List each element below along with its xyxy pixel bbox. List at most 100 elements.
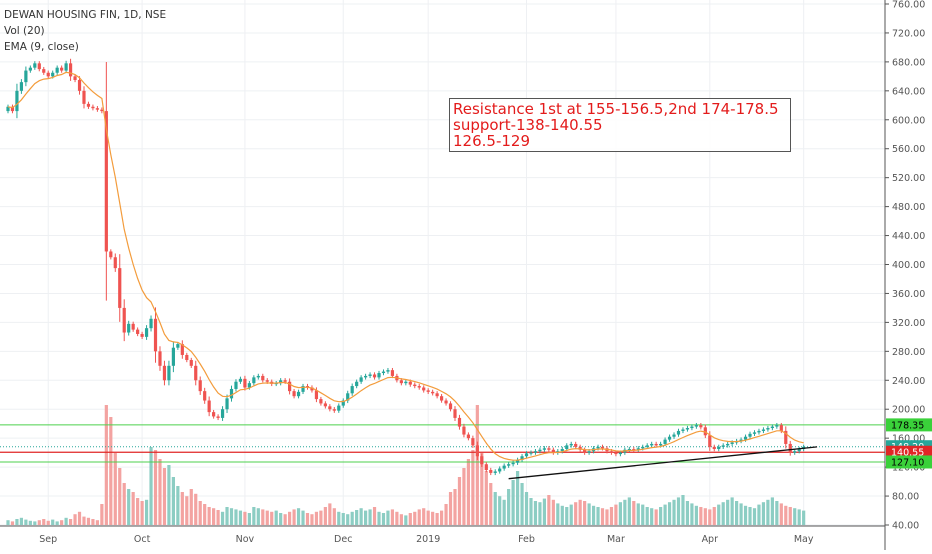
candle-body[interactable] [542,448,546,450]
candle-body[interactable] [435,393,439,397]
candle-body[interactable] [136,329,140,334]
candle-body[interactable] [721,445,725,447]
candle-body[interactable] [162,365,167,381]
candle-body[interactable] [632,449,636,451]
candle-body[interactable] [748,433,752,437]
candle-body[interactable] [712,446,716,450]
candle-body[interactable] [618,452,622,455]
candle-body[interactable] [77,79,82,91]
candle-body[interactable] [225,398,229,410]
candle-body[interactable] [176,344,180,348]
candle-body[interactable] [431,391,435,394]
candle-body[interactable] [484,464,488,471]
candle-body[interactable] [212,412,216,417]
candle-body[interactable] [578,446,582,450]
candle-body[interactable] [761,429,766,431]
candle-body[interactable] [15,90,19,112]
candle-body[interactable] [167,365,171,381]
candle-body[interactable] [448,403,453,410]
candle-body[interactable] [337,405,341,411]
candle-body[interactable] [51,72,55,77]
candle-body[interactable] [636,448,640,450]
candle-body[interactable] [779,425,783,431]
candle-body[interactable] [739,439,743,442]
candle-body[interactable] [256,375,260,378]
ema-line[interactable] [7,71,804,461]
candle-body[interactable] [690,426,694,429]
candle-body[interactable] [524,453,529,457]
candle-body[interactable] [520,456,524,460]
candle-body[interactable] [600,446,605,449]
candle-body[interactable] [797,449,801,452]
candle-body[interactable] [95,108,99,110]
candle-body[interactable] [368,374,372,376]
candle-body[interactable] [667,436,672,440]
candle-body[interactable] [654,443,658,446]
candle-body[interactable] [198,380,202,392]
candle-body[interactable] [252,377,256,384]
candle-body[interactable] [399,380,403,384]
candle-body[interactable] [207,400,211,413]
candle-body[interactable] [480,456,484,465]
candle-body[interactable] [511,462,515,465]
candle-body[interactable] [717,446,721,450]
candle-body[interactable] [341,400,345,406]
candle-body[interactable] [529,452,533,454]
candle-body[interactable] [364,375,368,378]
candle-body[interactable] [140,333,144,337]
candle-body[interactable] [355,381,359,387]
candle-body[interactable] [189,360,193,366]
candle-body[interactable] [515,459,520,463]
candle-body[interactable] [19,82,24,91]
candle-body[interactable] [471,438,475,446]
candle-body[interactable] [489,470,493,473]
trendline[interactable] [508,446,818,480]
candle-body[interactable] [413,384,417,387]
candle-body[interactable] [770,426,774,429]
candle-body[interactable] [788,443,792,453]
candle-body[interactable] [685,428,690,430]
candle-body[interactable] [292,391,296,397]
candle-body[interactable] [502,465,506,469]
volume-indicator-label[interactable]: Vol (20) [4,25,45,37]
annotation-box[interactable]: Resistance 1st at 155-156.5,2nd 174-178.… [449,98,791,152]
candle-body[interactable] [730,442,734,444]
candle-body[interactable] [279,380,283,384]
candle-body[interactable] [288,381,292,392]
candle-body[interactable] [310,387,314,391]
candle-body[interactable] [68,63,73,77]
candle-body[interactable] [122,307,126,333]
candle-body[interactable] [551,449,555,453]
candle-body[interactable] [314,390,319,400]
candle-body[interactable] [766,428,770,430]
candle-body[interactable] [645,445,649,447]
candle-body[interactable] [100,109,104,112]
candle-body[interactable] [784,430,788,444]
candle-body[interactable] [627,449,631,451]
candle-body[interactable] [328,406,332,410]
candle-body[interactable] [220,409,225,418]
candle-body[interactable] [498,468,502,472]
candle-body[interactable] [659,443,663,446]
candle-body[interactable] [386,370,390,372]
candle-body[interactable] [694,425,698,427]
candle-body[interactable] [42,69,46,73]
candle-body[interactable] [743,436,748,440]
candle-body[interactable] [60,67,64,71]
candle-body[interactable] [596,446,600,449]
candle-body[interactable] [676,430,681,435]
candle-body[interactable] [247,383,251,388]
candle-body[interactable] [86,103,91,107]
candle-body[interactable] [453,409,457,418]
candle-body[interactable] [296,391,301,397]
candle-body[interactable] [171,347,175,366]
candle-body[interactable] [261,375,265,381]
candle-body[interactable] [726,443,730,446]
candle-body[interactable] [439,396,444,401]
candle-body[interactable] [457,417,462,427]
candle-body[interactable] [118,268,122,308]
candle-body[interactable] [73,76,77,80]
candle-body[interactable] [444,400,448,404]
candle-body[interactable] [55,67,59,73]
